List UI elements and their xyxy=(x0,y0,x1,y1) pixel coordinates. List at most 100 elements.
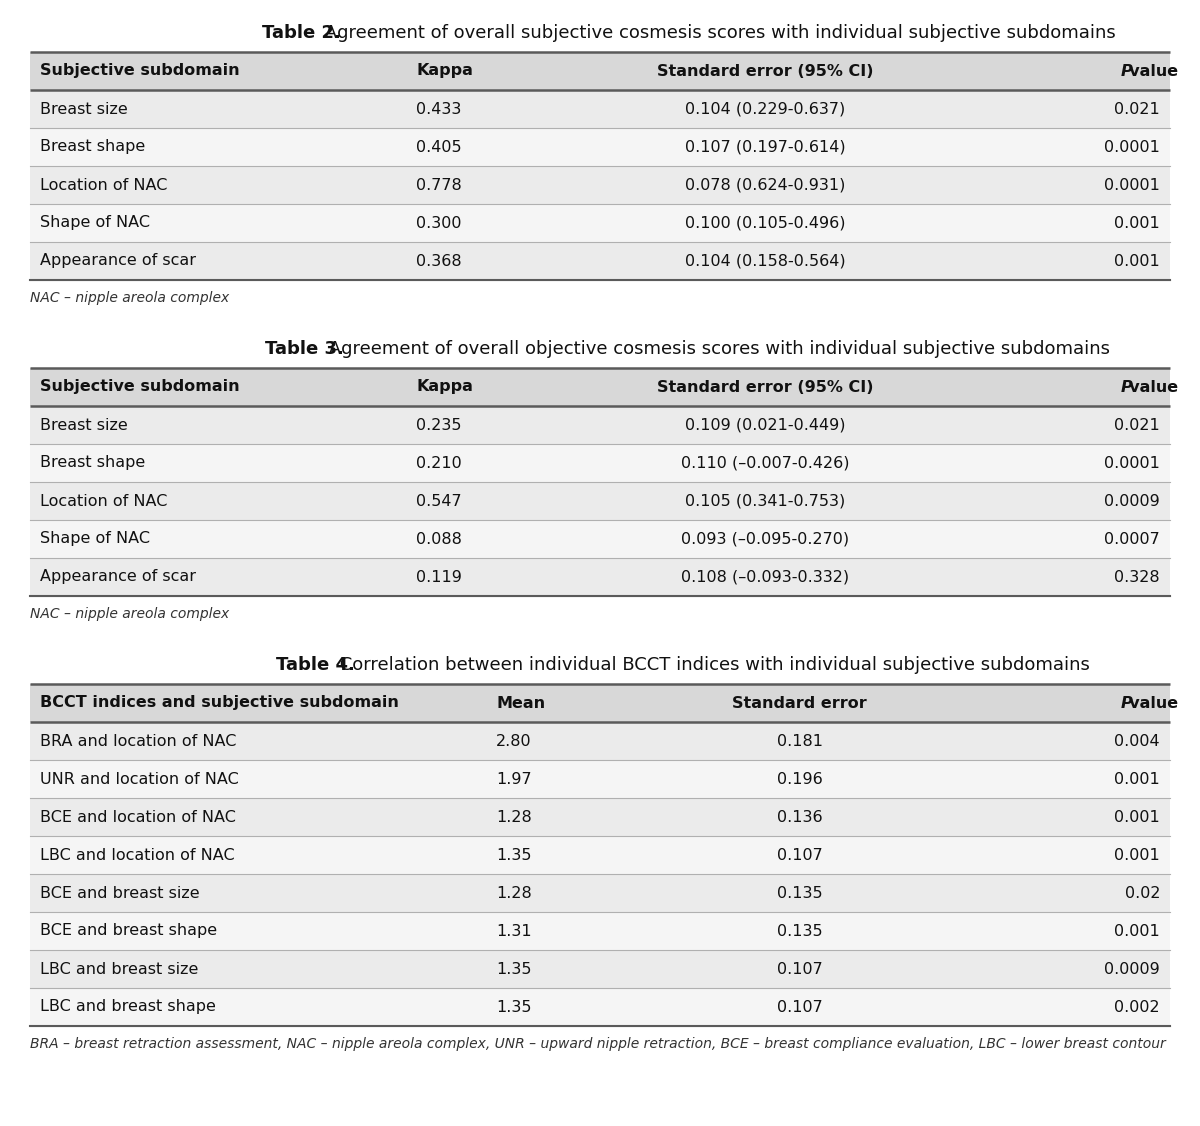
Text: Breast shape: Breast shape xyxy=(40,456,145,471)
Bar xyxy=(30,798,1170,835)
Text: P: P xyxy=(1121,379,1133,394)
Text: Table 2.: Table 2. xyxy=(262,24,341,42)
Text: 0.328: 0.328 xyxy=(1115,570,1160,584)
Text: Appearance of scar: Appearance of scar xyxy=(40,253,196,268)
Bar xyxy=(30,950,1170,988)
Text: Breast size: Breast size xyxy=(40,418,127,432)
Text: 0.004: 0.004 xyxy=(1115,733,1160,749)
Bar xyxy=(30,912,1170,950)
Text: 0.0007: 0.0007 xyxy=(1104,531,1160,546)
Text: 0.109 (0.021-0.449): 0.109 (0.021-0.449) xyxy=(685,418,846,432)
Bar xyxy=(30,52,1170,90)
Text: 0.001: 0.001 xyxy=(1115,810,1160,824)
Bar xyxy=(30,874,1170,912)
Text: 0.107 (0.197-0.614): 0.107 (0.197-0.614) xyxy=(685,140,846,154)
Text: 2.80: 2.80 xyxy=(496,733,532,749)
Text: NAC – nipple areola complex: NAC – nipple areola complex xyxy=(30,291,229,305)
Text: 0.547: 0.547 xyxy=(416,493,462,509)
Text: 0.021: 0.021 xyxy=(1115,101,1160,116)
Text: 1.31: 1.31 xyxy=(496,923,532,938)
Text: 0.300: 0.300 xyxy=(416,215,462,231)
Text: 0.104 (0.158-0.564): 0.104 (0.158-0.564) xyxy=(685,253,846,268)
Text: 0.107: 0.107 xyxy=(776,848,822,863)
Text: BCE and breast size: BCE and breast size xyxy=(40,885,199,901)
Text: 0.001: 0.001 xyxy=(1115,848,1160,863)
Text: 0.135: 0.135 xyxy=(776,885,822,901)
Bar xyxy=(30,988,1170,1026)
Text: 0.235: 0.235 xyxy=(416,418,462,432)
Text: 1.35: 1.35 xyxy=(496,1000,532,1015)
Text: 0.088: 0.088 xyxy=(416,531,462,546)
Text: Subjective subdomain: Subjective subdomain xyxy=(40,379,240,394)
Text: UNR and location of NAC: UNR and location of NAC xyxy=(40,771,239,786)
Text: 1.35: 1.35 xyxy=(496,848,532,863)
Bar xyxy=(30,204,1170,242)
Text: 0.196: 0.196 xyxy=(776,771,822,786)
Text: 0.135: 0.135 xyxy=(776,923,822,938)
Text: 0.001: 0.001 xyxy=(1115,215,1160,231)
Bar xyxy=(30,722,1170,760)
Text: BRA – breast retraction assessment, NAC – nipple areola complex, UNR – upward ni: BRA – breast retraction assessment, NAC … xyxy=(30,1037,1165,1051)
Text: LBC and breast shape: LBC and breast shape xyxy=(40,1000,216,1015)
Text: Shape of NAC: Shape of NAC xyxy=(40,215,150,231)
Bar xyxy=(30,242,1170,280)
Text: 0.100 (0.105-0.496): 0.100 (0.105-0.496) xyxy=(685,215,846,231)
Text: 0.093 (–0.095-0.270): 0.093 (–0.095-0.270) xyxy=(682,531,850,546)
Text: 0.02: 0.02 xyxy=(1124,885,1160,901)
Bar xyxy=(30,128,1170,166)
Text: 0.001: 0.001 xyxy=(1115,771,1160,786)
Bar xyxy=(30,683,1170,722)
Text: 0.0009: 0.0009 xyxy=(1104,962,1160,976)
Text: NAC – nipple areola complex: NAC – nipple areola complex xyxy=(30,607,229,622)
Bar xyxy=(30,558,1170,596)
Text: BCE and breast shape: BCE and breast shape xyxy=(40,923,217,938)
Text: 1.28: 1.28 xyxy=(496,885,532,901)
Text: 0.078 (0.624-0.931): 0.078 (0.624-0.931) xyxy=(685,178,846,193)
Text: LBC and location of NAC: LBC and location of NAC xyxy=(40,848,235,863)
Text: BRA and location of NAC: BRA and location of NAC xyxy=(40,733,236,749)
Text: 1.97: 1.97 xyxy=(496,771,532,786)
Bar xyxy=(30,520,1170,558)
Text: 0.136: 0.136 xyxy=(776,810,822,824)
Text: P: P xyxy=(1121,63,1133,79)
Text: Standard error (95% CI): Standard error (95% CI) xyxy=(658,63,874,79)
Bar xyxy=(30,444,1170,482)
Text: 0.368: 0.368 xyxy=(416,253,462,268)
Text: Breast size: Breast size xyxy=(40,101,127,116)
Bar xyxy=(30,166,1170,204)
Text: Breast shape: Breast shape xyxy=(40,140,145,154)
Text: 0.021: 0.021 xyxy=(1115,418,1160,432)
Text: value: value xyxy=(1126,696,1178,711)
Bar xyxy=(30,760,1170,798)
Text: 0.405: 0.405 xyxy=(416,140,462,154)
Text: Subjective subdomain: Subjective subdomain xyxy=(40,63,240,79)
Bar xyxy=(30,482,1170,520)
Text: 0.104 (0.229-0.637): 0.104 (0.229-0.637) xyxy=(685,101,846,116)
Bar xyxy=(30,90,1170,128)
Text: 0.433: 0.433 xyxy=(416,101,462,116)
Text: 0.001: 0.001 xyxy=(1115,253,1160,268)
Text: Agreement of overall subjective cosmesis scores with individual subjective subdo: Agreement of overall subjective cosmesis… xyxy=(319,24,1116,42)
Text: 0.105 (0.341-0.753): 0.105 (0.341-0.753) xyxy=(685,493,846,509)
Text: 0.107: 0.107 xyxy=(776,962,822,976)
Text: 1.35: 1.35 xyxy=(496,962,532,976)
Bar xyxy=(30,406,1170,444)
Text: Kappa: Kappa xyxy=(416,63,473,79)
Text: 1.28: 1.28 xyxy=(496,810,532,824)
Text: LBC and breast size: LBC and breast size xyxy=(40,962,198,976)
Text: 0.0009: 0.0009 xyxy=(1104,493,1160,509)
Text: 0.0001: 0.0001 xyxy=(1104,140,1160,154)
Text: Shape of NAC: Shape of NAC xyxy=(40,531,150,546)
Text: 0.110 (–0.007-0.426): 0.110 (–0.007-0.426) xyxy=(682,456,850,471)
Text: 0.119: 0.119 xyxy=(416,570,462,584)
Text: 0.181: 0.181 xyxy=(776,733,822,749)
Text: Kappa: Kappa xyxy=(416,379,473,394)
Text: BCCT indices and subjective subdomain: BCCT indices and subjective subdomain xyxy=(40,696,398,711)
Bar xyxy=(30,835,1170,874)
Text: 0.210: 0.210 xyxy=(416,456,462,471)
Text: value: value xyxy=(1126,379,1178,394)
Text: value: value xyxy=(1126,63,1178,79)
Text: 0.002: 0.002 xyxy=(1115,1000,1160,1015)
Text: Appearance of scar: Appearance of scar xyxy=(40,570,196,584)
Text: 0.107: 0.107 xyxy=(776,1000,822,1015)
